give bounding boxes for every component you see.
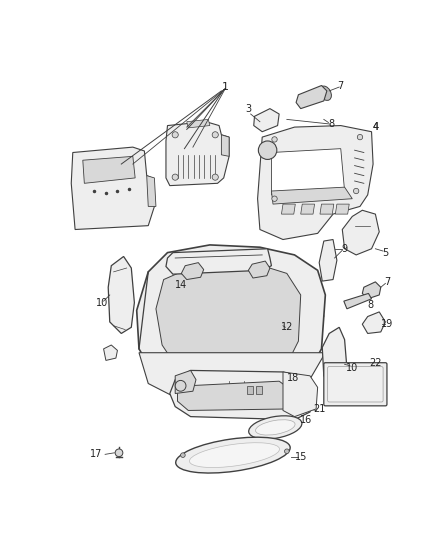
FancyBboxPatch shape	[324, 363, 387, 406]
Polygon shape	[108, 256, 134, 334]
Text: 5: 5	[382, 248, 389, 257]
Polygon shape	[342, 210, 379, 255]
Polygon shape	[137, 245, 325, 403]
Circle shape	[180, 453, 185, 457]
Text: 4: 4	[372, 122, 378, 132]
Polygon shape	[362, 282, 381, 299]
Circle shape	[212, 174, 218, 180]
Circle shape	[175, 381, 186, 391]
Polygon shape	[254, 109, 279, 132]
Polygon shape	[319, 239, 337, 281]
Text: 3: 3	[245, 103, 251, 114]
Polygon shape	[258, 126, 373, 239]
Polygon shape	[320, 204, 334, 214]
Polygon shape	[301, 204, 314, 214]
Text: 15: 15	[294, 451, 307, 462]
Text: 12: 12	[281, 322, 293, 332]
Circle shape	[258, 141, 277, 159]
Text: 7: 7	[338, 80, 344, 91]
Circle shape	[285, 449, 289, 454]
Polygon shape	[322, 327, 347, 387]
Text: 4: 4	[372, 122, 378, 132]
Polygon shape	[139, 353, 325, 407]
Polygon shape	[296, 85, 327, 109]
Polygon shape	[103, 345, 117, 360]
Ellipse shape	[255, 420, 295, 435]
Polygon shape	[272, 149, 345, 195]
Circle shape	[272, 137, 277, 142]
Text: 10: 10	[346, 363, 358, 373]
Text: 8: 8	[328, 119, 335, 129]
Bar	[256, 386, 262, 393]
Polygon shape	[344, 294, 371, 309]
Polygon shape	[283, 372, 318, 417]
Polygon shape	[177, 381, 293, 410]
Polygon shape	[221, 135, 229, 156]
Circle shape	[357, 134, 363, 140]
Text: 21: 21	[313, 404, 325, 414]
Text: 14: 14	[174, 280, 187, 290]
Text: 22: 22	[369, 358, 381, 368]
Polygon shape	[248, 261, 270, 278]
Ellipse shape	[176, 437, 290, 473]
Ellipse shape	[190, 443, 279, 467]
Polygon shape	[83, 156, 135, 183]
Ellipse shape	[319, 86, 332, 100]
Circle shape	[115, 449, 123, 457]
Circle shape	[353, 188, 359, 193]
Polygon shape	[147, 175, 156, 206]
Polygon shape	[282, 204, 295, 214]
Polygon shape	[71, 147, 155, 230]
Ellipse shape	[249, 416, 302, 439]
Polygon shape	[166, 249, 272, 274]
Text: 9: 9	[342, 244, 348, 254]
Bar	[247, 386, 253, 393]
Polygon shape	[175, 370, 196, 393]
Text: 10: 10	[96, 297, 108, 308]
Polygon shape	[156, 263, 301, 386]
FancyBboxPatch shape	[328, 367, 383, 402]
Polygon shape	[336, 204, 349, 214]
Polygon shape	[362, 312, 385, 334]
Polygon shape	[181, 263, 204, 280]
Text: 16: 16	[300, 415, 312, 425]
Text: 19: 19	[381, 319, 393, 329]
Polygon shape	[170, 370, 314, 419]
Polygon shape	[272, 187, 352, 204]
Circle shape	[212, 132, 218, 138]
Text: 18: 18	[287, 373, 299, 383]
Polygon shape	[166, 122, 229, 185]
Circle shape	[172, 132, 178, 138]
Text: 1: 1	[222, 82, 229, 92]
Text: 8: 8	[367, 300, 373, 310]
Text: 7: 7	[384, 277, 390, 287]
Polygon shape	[187, 119, 210, 128]
Circle shape	[272, 196, 277, 201]
Text: 17: 17	[90, 449, 102, 459]
Circle shape	[172, 174, 178, 180]
Polygon shape	[285, 295, 324, 322]
